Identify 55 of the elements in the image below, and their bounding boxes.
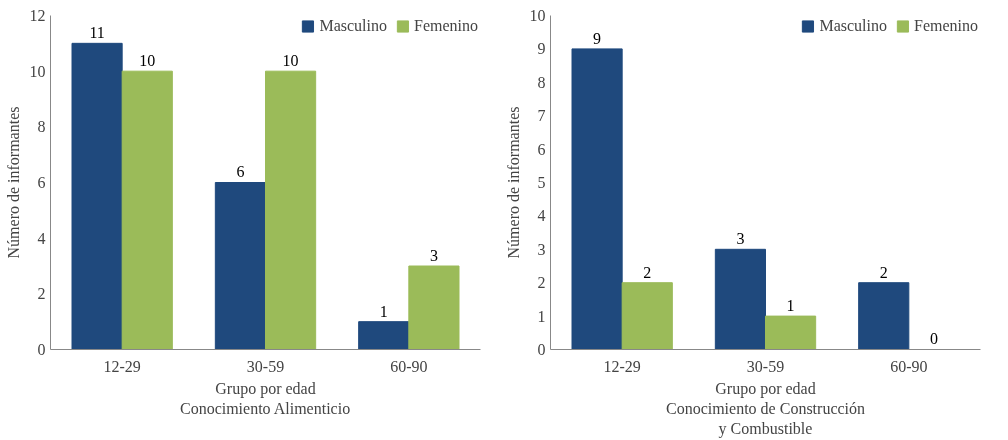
y-tick-label: 8 xyxy=(537,73,546,91)
data-label: 0 xyxy=(929,330,938,348)
bar xyxy=(214,182,266,350)
bar xyxy=(121,70,173,350)
bar xyxy=(571,48,623,350)
y-tick-label: 0 xyxy=(537,341,546,358)
y-tick-label: 4 xyxy=(37,229,46,247)
y-tick-label: 3 xyxy=(537,240,546,258)
x-axis-title: Grupo por edad Conocimiento de Construcción y Combustible xyxy=(665,379,866,439)
x-tick-label: 60-90 xyxy=(390,357,428,375)
data-label: 9 xyxy=(593,29,602,47)
data-label: 1 xyxy=(786,297,795,315)
legend-label: Masculino xyxy=(319,17,387,35)
data-label: 3 xyxy=(429,246,438,264)
data-label: 11 xyxy=(89,24,105,42)
x-tick-label: 12-29 xyxy=(603,357,641,375)
legend-label: Femenino xyxy=(914,17,978,35)
data-label: 2 xyxy=(879,263,888,281)
y-tick-label: 9 xyxy=(537,40,546,58)
y-tick-label: 2 xyxy=(37,285,46,303)
y-axis-title: Número de informantes xyxy=(4,106,22,259)
x-axis-title: Grupo por edad Conocimiento Alimenticio xyxy=(179,379,351,417)
y-tick-label: 4 xyxy=(537,207,546,225)
bar xyxy=(265,70,317,350)
data-label: 1 xyxy=(379,302,388,320)
y-tick-label: 10 xyxy=(529,7,546,24)
y-tick-label: 7 xyxy=(537,107,546,125)
bar xyxy=(621,282,673,350)
bar xyxy=(358,321,410,350)
y-tick-label: 2 xyxy=(537,274,546,292)
y-tick-label: 10 xyxy=(29,62,46,80)
y-tick-label: 6 xyxy=(537,140,546,158)
y-axis-title: Número de informantes xyxy=(504,106,522,259)
x-tick-label: 30-59 xyxy=(746,357,785,375)
bar xyxy=(71,42,123,350)
bar xyxy=(858,282,910,350)
bar xyxy=(408,265,460,350)
x-tick-label: 60-90 xyxy=(890,357,928,375)
legend-label: Femenino xyxy=(414,17,478,35)
y-tick-label: 0 xyxy=(37,341,46,358)
legend-label: Masculino xyxy=(819,17,887,35)
data-label: 10 xyxy=(282,52,299,70)
data-label: 10 xyxy=(139,52,156,70)
data-label: 2 xyxy=(643,263,652,281)
y-tick-label: 5 xyxy=(537,174,546,191)
y-tick-label: 6 xyxy=(37,174,46,191)
bar xyxy=(765,315,817,350)
x-tick-label: 30-59 xyxy=(246,357,285,375)
y-tick-label: 8 xyxy=(37,118,46,136)
y-tick-label: 1 xyxy=(537,307,546,325)
x-tick-label: 12-29 xyxy=(103,357,141,375)
bar xyxy=(714,248,766,350)
y-tick-label: 12 xyxy=(29,7,46,24)
data-label: 6 xyxy=(236,163,245,181)
data-label: 3 xyxy=(736,230,745,248)
